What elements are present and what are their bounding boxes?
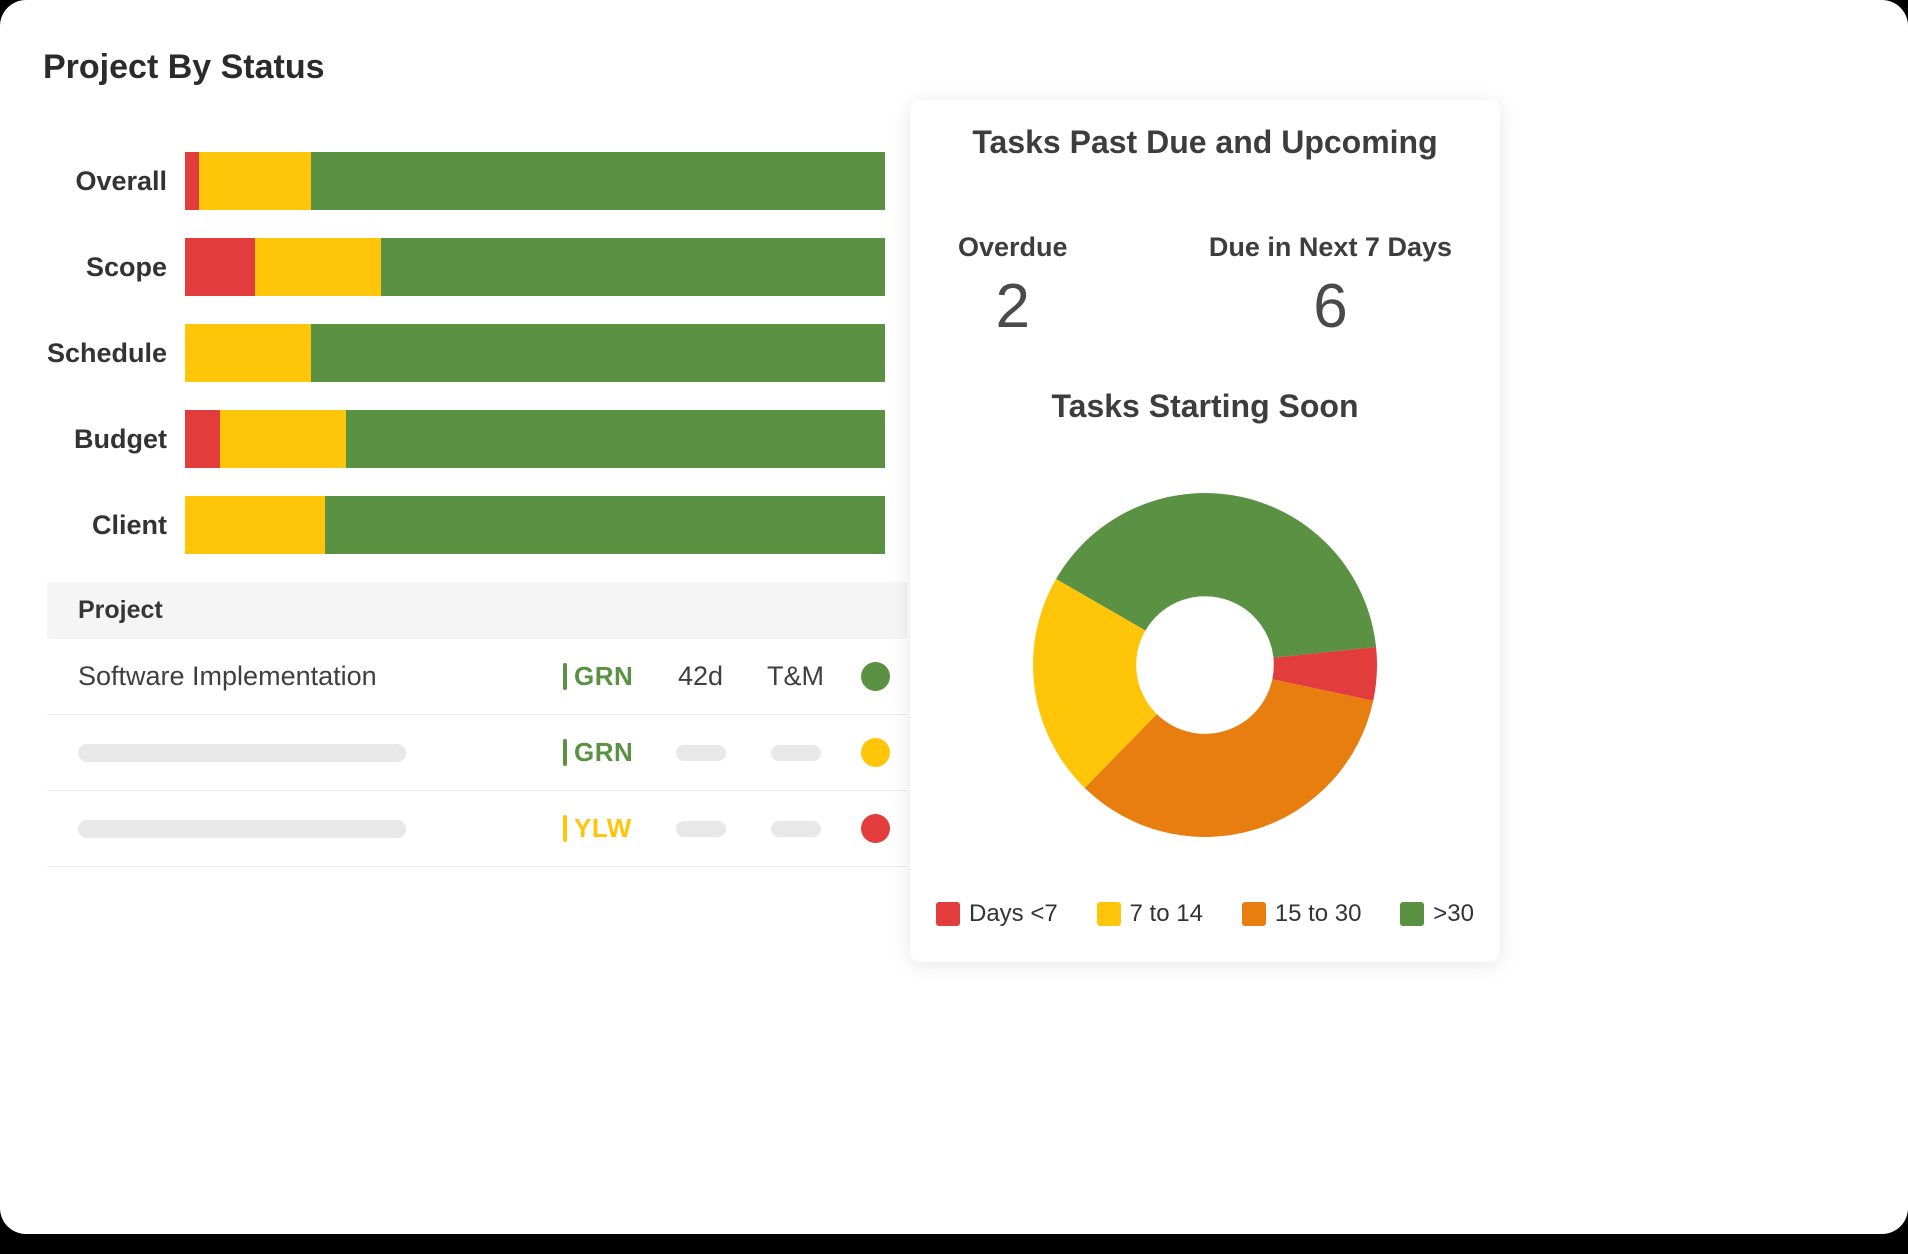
legend-swatch bbox=[1400, 902, 1425, 926]
status-indicator: YLW bbox=[563, 813, 653, 844]
status-indicator: GRN bbox=[563, 661, 653, 692]
stacked-bar-budget bbox=[185, 410, 885, 468]
stacked-bar-client bbox=[185, 496, 885, 554]
project-table-row[interactable]: YLW bbox=[47, 791, 907, 867]
status-tick bbox=[563, 663, 567, 690]
bar-row: Overall bbox=[47, 152, 885, 210]
project-table-row[interactable]: GRN bbox=[47, 715, 907, 791]
donut-slice-days-7 bbox=[1272, 647, 1377, 701]
skeleton-pill bbox=[770, 744, 821, 761]
bar-segment-green bbox=[325, 496, 885, 554]
legend-item: Days <7 bbox=[936, 900, 1058, 928]
health-dot-cell bbox=[843, 738, 907, 767]
donut-slice-7-to-14 bbox=[1033, 579, 1157, 788]
status-label: GRN bbox=[574, 737, 634, 767]
stat-due-next-7-days: Due in Next 7 Days 6 bbox=[1209, 232, 1452, 342]
legend-label: >30 bbox=[1433, 900, 1474, 927]
status-tick bbox=[563, 739, 567, 766]
stat-overdue: Overdue 2 bbox=[958, 232, 1068, 342]
tasks-starting-soon-title: Tasks Starting Soon bbox=[1051, 388, 1359, 424]
stat-value: 2 bbox=[995, 272, 1031, 341]
bar-segment-yellow bbox=[185, 324, 311, 382]
tasks-stats: Overdue 2 Due in Next 7 Days 6 bbox=[910, 232, 1500, 342]
duration-cell bbox=[653, 820, 748, 837]
donut-legend: Days <7 7 to 14 15 to 30 >30 bbox=[910, 900, 1500, 928]
legend-label: 15 to 30 bbox=[1274, 900, 1362, 927]
skeleton-text bbox=[78, 819, 406, 838]
tasks-card: Tasks Past Due and Upcoming Overdue 2 Due … bbox=[910, 100, 1500, 962]
bar-segment-red bbox=[185, 410, 220, 468]
bar-category-label: Client bbox=[91, 509, 167, 540]
bar-segment-green bbox=[346, 410, 885, 468]
bar-segment-yellow bbox=[199, 152, 311, 210]
project-table-header: Project bbox=[47, 582, 907, 639]
legend-swatch bbox=[1096, 902, 1121, 926]
project-name-cell: Software Implementation bbox=[78, 661, 377, 691]
status-bar-chart: Overall Scope Schedule Budget Client bbox=[47, 152, 885, 554]
donut-slice-30 bbox=[1056, 493, 1377, 658]
bar-segment-red bbox=[185, 238, 255, 296]
health-dot bbox=[860, 662, 890, 691]
stacked-bar-overall bbox=[185, 152, 885, 210]
legend-label: Days <7 bbox=[969, 900, 1058, 927]
project-name-cell bbox=[78, 743, 563, 762]
bar-category-label: Overall bbox=[75, 165, 167, 196]
duration-cell: 42d bbox=[677, 661, 724, 691]
skeleton-text bbox=[78, 743, 406, 762]
skeleton-pill bbox=[675, 744, 726, 761]
status-indicator: GRN bbox=[563, 737, 653, 768]
project-column-header: Project bbox=[78, 596, 163, 624]
status-tick bbox=[563, 815, 567, 842]
bar-row: Schedule bbox=[47, 324, 885, 382]
project-table-row[interactable]: Software Implementation GRN 42d T&M bbox=[47, 639, 907, 715]
bar-segment-yellow bbox=[255, 238, 381, 296]
billing-type-cell bbox=[748, 820, 843, 837]
skeleton-pill bbox=[675, 820, 726, 837]
bar-category-label: Scope bbox=[85, 251, 167, 282]
health-dot-cell bbox=[843, 814, 907, 843]
duration-cell bbox=[653, 744, 748, 761]
bar-segment-green bbox=[311, 152, 885, 210]
bar-segment-green bbox=[381, 238, 885, 296]
stacked-bar-scope bbox=[185, 238, 885, 296]
stat-value: 6 bbox=[1313, 272, 1348, 341]
tasks-donut-chart bbox=[1033, 493, 1377, 837]
bar-category-label: Schedule bbox=[46, 337, 167, 368]
status-label: GRN bbox=[574, 661, 634, 691]
bar-segment-green bbox=[311, 324, 885, 382]
legend-item: >30 bbox=[1400, 900, 1474, 928]
health-dot bbox=[860, 814, 890, 843]
health-dot-cell bbox=[843, 662, 907, 691]
legend-label: 7 to 14 bbox=[1129, 900, 1203, 927]
stacked-bar-schedule bbox=[185, 324, 885, 382]
bar-segment-red bbox=[185, 152, 199, 210]
legend-swatch bbox=[936, 902, 960, 926]
stat-label: Due in Next 7 Days bbox=[1208, 232, 1452, 262]
page-title: Project By Status bbox=[43, 48, 325, 86]
billing-type-cell: T&M bbox=[767, 661, 824, 691]
donut-slice-15-to-30 bbox=[1084, 679, 1374, 837]
bar-row: Client bbox=[47, 496, 885, 554]
project-table-body: Software Implementation GRN 42d T&M GRN YLW bbox=[47, 639, 907, 867]
bar-row: Scope bbox=[47, 238, 885, 296]
tasks-card-title: Tasks Past Due and Upcoming bbox=[972, 124, 1438, 160]
project-name-cell bbox=[78, 819, 563, 838]
bar-segment-yellow bbox=[185, 496, 325, 554]
billing-type-cell bbox=[748, 744, 843, 761]
skeleton-pill bbox=[770, 820, 821, 837]
legend-item: 15 to 30 bbox=[1241, 900, 1362, 928]
project-table: Project Software Implementation GRN 42d T&M… bbox=[47, 582, 907, 867]
bar-segment-yellow bbox=[220, 410, 346, 468]
legend-item: 7 to 14 bbox=[1096, 900, 1203, 928]
status-label: YLW bbox=[574, 813, 632, 843]
bar-category-label: Budget bbox=[74, 423, 167, 454]
legend-swatch bbox=[1241, 902, 1266, 926]
bar-row: Budget bbox=[47, 410, 885, 468]
health-dot bbox=[860, 738, 890, 767]
stat-label: Overdue bbox=[958, 232, 1068, 262]
